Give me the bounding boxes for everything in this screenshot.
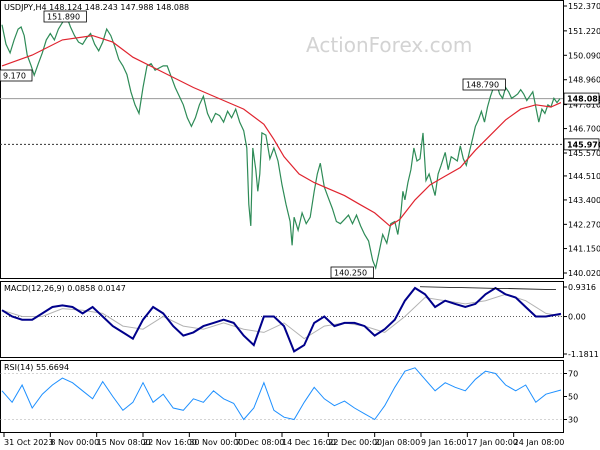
time-tick-label: 22 Dec 00:00 xyxy=(328,438,382,447)
price-marker-box xyxy=(563,92,600,105)
price-marker-label: 148.088 xyxy=(567,95,600,104)
macd-tick-label: 0.9316 xyxy=(568,283,596,292)
price-panel-frame xyxy=(0,0,564,279)
price-tick-label: 141.150 xyxy=(568,245,600,254)
price-tick-label: 150.090 xyxy=(568,51,600,60)
time-tick-label: 31 Oct 2023 xyxy=(4,438,53,447)
price-tick-label: 152.370 xyxy=(568,2,600,11)
price-series xyxy=(1,15,561,271)
price-tick-label: 148.960 xyxy=(568,76,600,85)
time-tick-label: 17 Jan 00:00 xyxy=(467,438,518,447)
macd-tick-label: 0.00 xyxy=(568,313,586,322)
price-axis-ticks: 152.370 151.220 150.090 148.960 147.810 146.7… xyxy=(563,2,600,278)
rsi-tick-label: 30 xyxy=(568,416,578,425)
time-tick-label: 24 Jan 08:00 xyxy=(514,438,565,447)
macd-axis-ticks: 0.9316 0.00 -1.1811 xyxy=(563,283,599,359)
price-callout-label: 140.250 xyxy=(334,269,367,278)
price-marker-label: 145.970 xyxy=(567,140,600,149)
macd-series xyxy=(1,286,562,353)
rsi-tick-label: 50 xyxy=(568,393,578,402)
price-callout-box xyxy=(0,69,33,82)
price-callout-box xyxy=(43,10,87,23)
time-tick-label: 9 Jan 16:00 xyxy=(421,438,467,447)
price-tick-label: 147.810 xyxy=(568,101,600,110)
price-tick-label: 143.400 xyxy=(568,196,600,205)
watermark: ActionForex.com xyxy=(306,33,472,57)
price-tick-label: 140.020 xyxy=(568,269,600,278)
time-tick-label: 30 Nov 00:00 xyxy=(189,438,243,447)
price-callout-label: 148.790 xyxy=(466,81,499,90)
price-callout-label: 151.890 xyxy=(47,13,80,22)
macd-tick-label: -1.1811 xyxy=(568,350,599,359)
rsi-tick-label: 70 xyxy=(568,370,578,379)
price-tick-label: 146.700 xyxy=(568,125,600,134)
macd-panel-frame xyxy=(0,281,564,358)
time-tick-label: 14 Dec 16:00 xyxy=(282,438,336,447)
rsi-panel-title: RSI(14) 55.6694 xyxy=(4,363,69,372)
price-marker-box xyxy=(563,138,600,151)
macd-signal-series xyxy=(1,293,562,340)
price-axis-markers: 148.088 145.970 xyxy=(563,92,600,151)
time-tick-label: 15 Nov 08:00 xyxy=(97,438,151,447)
price-tick-label: 144.510 xyxy=(568,172,600,181)
macd-panel-title: MACD(12,26,9) 0.0858 0.0147 xyxy=(4,284,126,293)
price-callout-label: 9.170 xyxy=(3,72,26,81)
price-tick-label: 142.270 xyxy=(568,220,600,229)
price-panel-title: USDJPY,H4 148.124 148.243 147.988 148.08… xyxy=(4,3,189,12)
time-tick-label: 2 Jan 08:00 xyxy=(375,438,421,447)
rsi-axis-ticks: 70 50 30 xyxy=(563,370,578,425)
time-tick-label: 22 Nov 16:00 xyxy=(143,438,197,447)
price-callout-box xyxy=(330,266,374,279)
price-tick-label: 151.220 xyxy=(568,27,600,36)
price-tick-label: 145.570 xyxy=(568,149,600,158)
price-callout-box xyxy=(462,78,506,91)
time-tick-label: 8 Nov 00:00 xyxy=(50,438,99,447)
macd-divergence-line xyxy=(419,286,556,290)
rsi-series xyxy=(1,367,562,421)
moving-average-series xyxy=(1,34,562,227)
price-callouts: 151.890 9.170 148.790 140.250 xyxy=(0,10,506,279)
time-tick-label: 7 Dec 08:00 xyxy=(236,438,285,447)
